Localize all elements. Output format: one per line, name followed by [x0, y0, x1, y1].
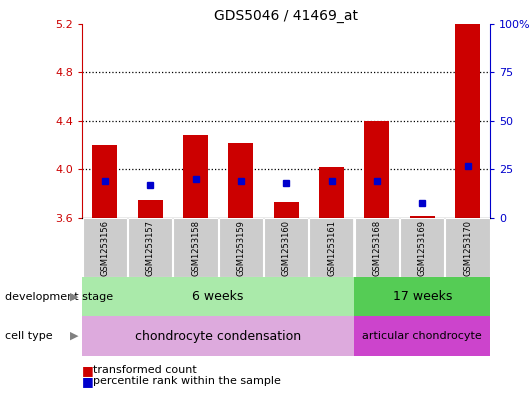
Text: ▶: ▶ [70, 292, 78, 302]
Bar [365, 121, 390, 218]
Text: GSM1253159: GSM1253159 [236, 220, 245, 275]
Text: transformed count: transformed count [93, 365, 197, 375]
Bar [354, 277, 490, 316]
Bar [445, 218, 490, 277]
Text: 6 weeks: 6 weeks [192, 290, 244, 303]
Text: GSM1253169: GSM1253169 [418, 220, 427, 275]
Title: GDS5046 / 41469_at: GDS5046 / 41469_at [214, 9, 358, 22]
Text: GSM1253161: GSM1253161 [327, 220, 336, 275]
Text: GSM1253158: GSM1253158 [191, 220, 200, 275]
Text: ▶: ▶ [70, 331, 78, 341]
Text: GSM1253160: GSM1253160 [282, 220, 290, 275]
Text: 17 weeks: 17 weeks [393, 290, 452, 303]
Bar [128, 218, 172, 277]
Text: ■: ■ [82, 375, 94, 388]
Text: chondrocyte condensation: chondrocyte condensation [135, 329, 301, 343]
Bar [173, 218, 218, 277]
Text: articular chondrocyte: articular chondrocyte [363, 331, 482, 341]
Bar [355, 218, 399, 277]
Text: percentile rank within the sample: percentile rank within the sample [93, 376, 280, 386]
Bar [400, 218, 445, 277]
Bar [92, 145, 117, 218]
Bar [319, 167, 344, 218]
Bar [310, 218, 354, 277]
Bar [219, 218, 263, 277]
Bar [183, 136, 208, 218]
Bar [455, 24, 480, 218]
Bar [228, 143, 253, 218]
Text: ■: ■ [82, 364, 94, 377]
Text: GSM1253157: GSM1253157 [146, 220, 155, 275]
Bar [264, 218, 308, 277]
Bar [410, 216, 435, 218]
Text: development stage: development stage [5, 292, 113, 302]
Text: GSM1253168: GSM1253168 [373, 220, 382, 275]
Text: cell type: cell type [5, 331, 53, 341]
Text: GSM1253170: GSM1253170 [463, 220, 472, 275]
Bar [82, 277, 354, 316]
Bar [138, 200, 163, 218]
Bar [354, 316, 490, 356]
Bar [273, 202, 299, 218]
Text: GSM1253156: GSM1253156 [100, 220, 109, 275]
Bar [83, 218, 127, 277]
Bar [82, 316, 354, 356]
